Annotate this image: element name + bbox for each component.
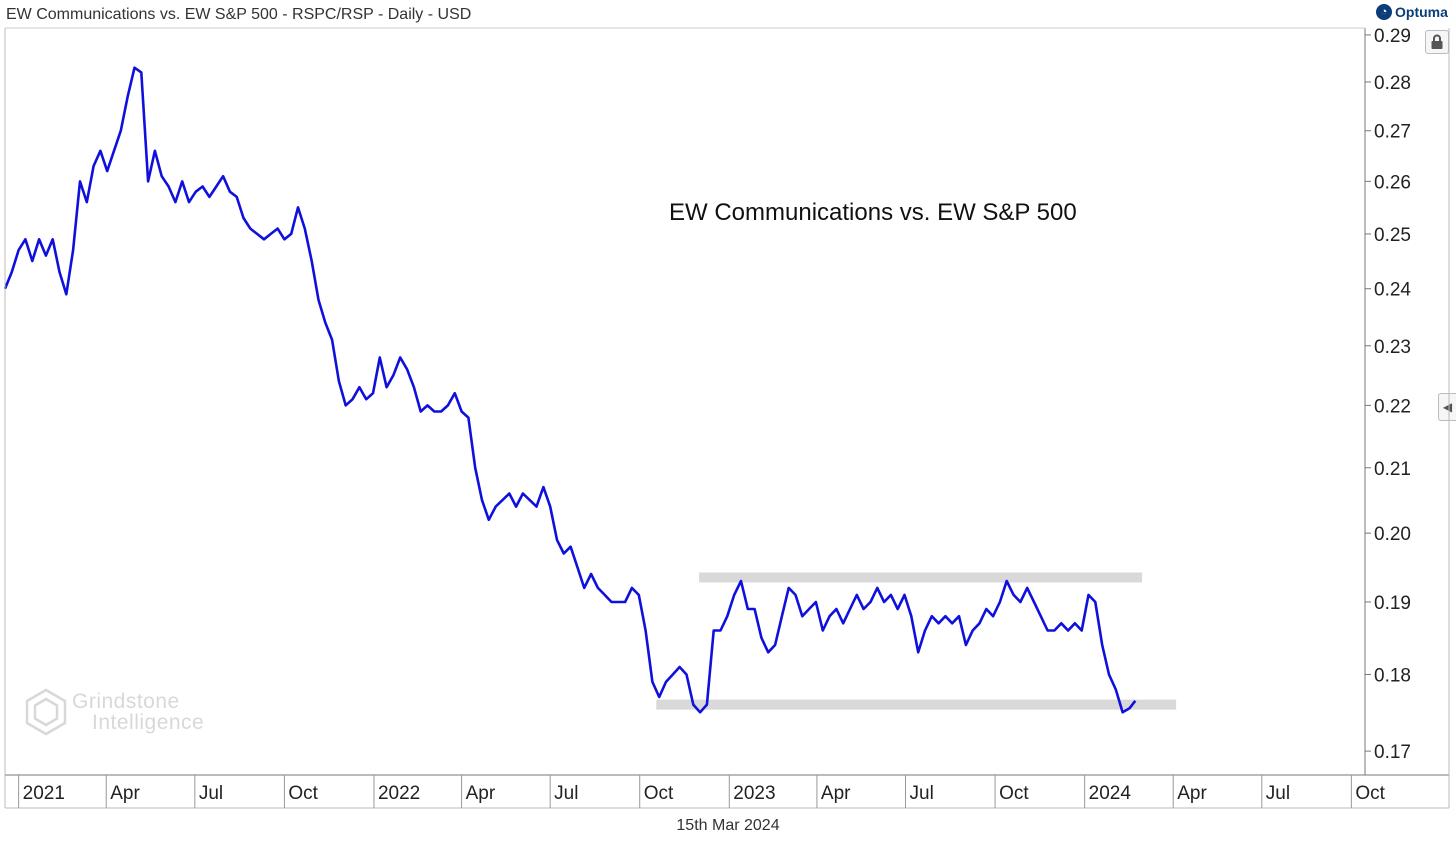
band-resistance bbox=[699, 572, 1143, 583]
x-tick-label: Apr bbox=[1177, 783, 1207, 804]
chart-frame bbox=[4, 27, 1450, 809]
y-tick-label: 0.25 bbox=[1374, 225, 1411, 246]
brand-logo: ◔ Optuma bbox=[1376, 4, 1448, 20]
x-tick-label: Oct bbox=[1355, 783, 1385, 804]
y-tick-label: 0.24 bbox=[1374, 280, 1411, 301]
x-tick-label: Apr bbox=[466, 783, 496, 804]
collapse-panel-button[interactable]: ◀ bbox=[1438, 393, 1456, 421]
y-axis-ticks: 0.17 0.18 0.19 0.20 0.21 0.22 0.23 0.24 0.25 0.26… bbox=[1365, 26, 1411, 763]
lock-icon bbox=[1431, 34, 1443, 49]
band-support bbox=[656, 699, 1177, 710]
y-tick-label: 0.21 bbox=[1374, 459, 1411, 480]
x-tick-label: Jul bbox=[199, 783, 223, 804]
watermark: Grindstone Intelligence bbox=[24, 688, 204, 736]
watermark-line1: Grindstone bbox=[72, 689, 180, 713]
band-layer bbox=[656, 572, 1177, 710]
x-tick-label: Apr bbox=[110, 783, 140, 804]
brand-name: Optuma bbox=[1395, 4, 1448, 20]
x-tick-label: 2023 bbox=[733, 783, 775, 804]
series-line-rspc-rsp bbox=[3, 66, 1137, 714]
lock-button[interactable] bbox=[1425, 30, 1449, 54]
x-tick-label: 2021 bbox=[23, 783, 65, 804]
x-tick-label: Oct bbox=[288, 783, 318, 804]
y-tick-label: 0.29 bbox=[1374, 26, 1411, 47]
optuma-logo-icon: ◔ bbox=[1376, 4, 1392, 20]
y-tick-label: 0.26 bbox=[1374, 172, 1411, 193]
x-tick-label: Jul bbox=[910, 783, 934, 804]
y-tick-label: 0.23 bbox=[1374, 337, 1411, 358]
x-tick-label: Jul bbox=[1266, 783, 1290, 804]
y-tick-label: 0.18 bbox=[1374, 665, 1411, 686]
watermark-logo-icon bbox=[25, 688, 67, 736]
x-tick-label: 2022 bbox=[378, 783, 420, 804]
y-tick-label: 0.19 bbox=[1374, 593, 1411, 614]
y-tick-label: 0.22 bbox=[1374, 396, 1411, 417]
chevron-left-icon: ◀ bbox=[1442, 400, 1453, 414]
y-tick-label: 0.20 bbox=[1374, 524, 1411, 545]
x-tick-label: Jul bbox=[554, 783, 578, 804]
x-tick-label: Apr bbox=[821, 783, 851, 804]
x-axis-ticks: 2021 Apr Jul Oct 2022 Apr Jul Oct 2023 Apr Jul Oct 2… bbox=[18, 775, 1386, 808]
y-tick-label: 0.27 bbox=[1374, 122, 1411, 143]
x-tick-label: Oct bbox=[999, 783, 1029, 804]
y-tick-label: 0.28 bbox=[1374, 73, 1411, 94]
footer-date: 15th Mar 2024 bbox=[676, 817, 780, 834]
y-tick-label: 0.17 bbox=[1374, 742, 1411, 763]
x-tick-label: Oct bbox=[644, 783, 674, 804]
chart-title: EW Communications vs. EW S&P 500 bbox=[669, 199, 1077, 226]
x-tick-label: 2024 bbox=[1089, 783, 1132, 804]
chart-header-title: EW Communications vs. EW S&P 500 - RSPC/… bbox=[6, 6, 472, 23]
watermark-line2: Intelligence bbox=[92, 710, 205, 734]
